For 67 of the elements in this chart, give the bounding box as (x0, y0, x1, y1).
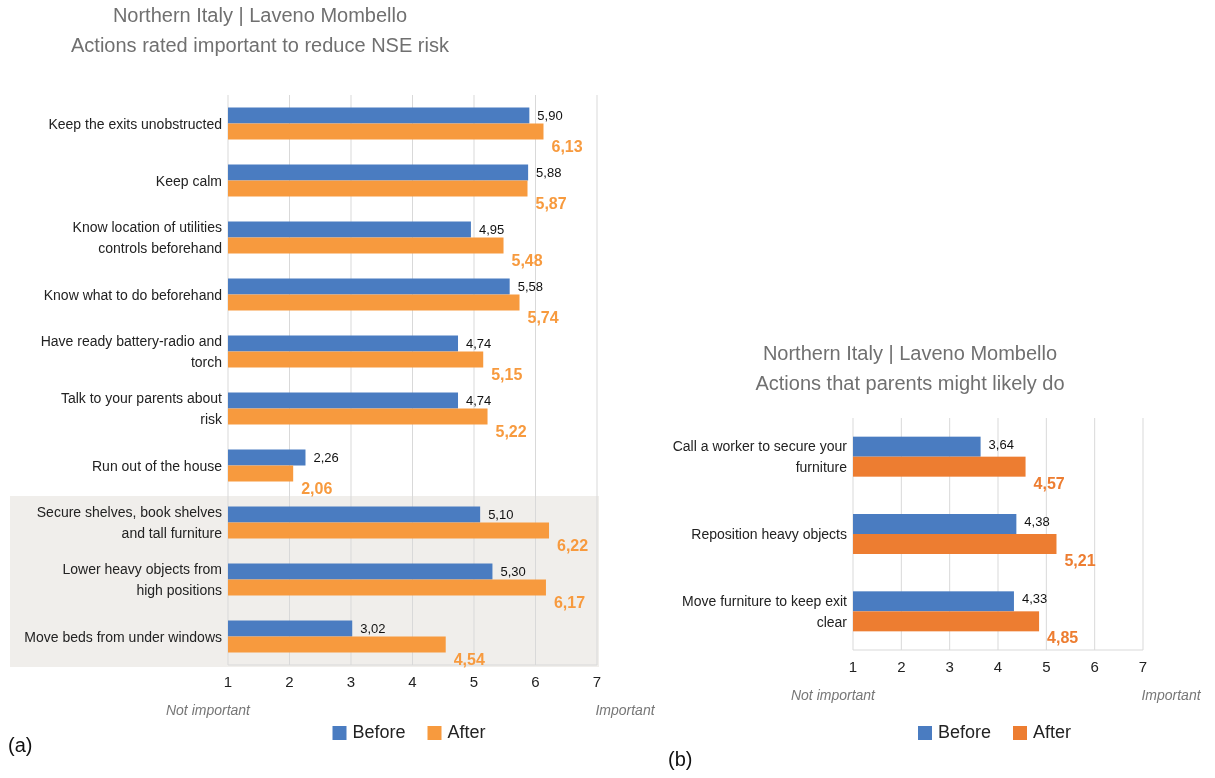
data-label: 5,22 (495, 422, 527, 440)
chart-subtitle: Actions rated important to reduce NSE risk (71, 34, 450, 56)
x-tick-label: 6 (1090, 658, 1099, 675)
x-tick-label: 6 (531, 673, 540, 690)
text: Not important (165, 702, 252, 718)
data-label: 4,33 (1021, 591, 1048, 607)
x-tick-label: 1 (223, 673, 233, 690)
text: Important (595, 702, 656, 718)
y-tick-label: Move furniture to keep exit clear (682, 592, 848, 630)
data-label: 4,95 (478, 221, 505, 237)
y-tick-label: Move beds from under windows (24, 628, 222, 645)
data-label: 2,06 (301, 479, 333, 497)
data-label: 2,26 (313, 449, 339, 465)
x-tick-label: 2 (897, 658, 906, 675)
x-tick-label: 3 (945, 658, 954, 675)
y-tick-label: Know what to do beforehand (43, 286, 222, 303)
legend-label: Before (938, 722, 992, 742)
data-label: 5,10 (488, 506, 514, 522)
data-label: 5,30 (500, 563, 526, 579)
x-tick-label: 5 (469, 673, 479, 690)
chart-title: Northern Italy | Laveno Mombello (762, 342, 1058, 364)
data-label: 6,13 (551, 137, 583, 155)
text: Important (1141, 687, 1202, 703)
text: (b) (668, 748, 693, 770)
data-label: 4,74 (466, 392, 492, 408)
x-tick-label: 3 (346, 673, 356, 690)
data-label: 3,02 (360, 620, 386, 636)
data-label: 5,21 (1064, 552, 1096, 569)
data-label: 4,38 (1024, 514, 1050, 529)
data-label: 5,48 (511, 251, 543, 269)
data-label: 4,54 (453, 650, 485, 668)
data-label: 5,15 (491, 365, 523, 383)
legend-label: Before (352, 722, 406, 742)
legend-label: After (447, 722, 486, 742)
y-tick-label: Talk to your parents about risk (60, 390, 223, 427)
data-label: 3,64 (988, 436, 1014, 452)
data-label: 4,85 (1047, 629, 1079, 647)
text: Not important (790, 687, 877, 703)
y-tick-label: Run out of the house (92, 457, 223, 474)
y-tick-label: Reposition heavy objects (691, 526, 847, 542)
y-tick-label: Secure shelves, book shelves and tall furniture (36, 504, 223, 541)
x-tick-label: 1 (848, 658, 858, 675)
x-tick-label: 2 (285, 673, 294, 690)
data-label: 5,88 (536, 164, 562, 180)
x-tick-label: 7 (592, 673, 602, 690)
data-label: 4,57 (1033, 474, 1065, 492)
x-tick-label: 5 (1042, 658, 1051, 675)
y-tick-label: Have ready battery-radio and torch (40, 333, 222, 370)
data-label: 4,74 (466, 335, 492, 351)
x-tick-label: 4 (993, 658, 1003, 675)
y-tick-label: Keep calm (155, 172, 222, 189)
y-tick-label: Call a worker to secure your furniture (672, 438, 848, 476)
chart-title: Northern Italy | Laveno Mombello (112, 4, 408, 26)
x-tick-label: 7 (1138, 658, 1148, 675)
y-tick-label: Lower heavy objects from high positions (62, 561, 222, 598)
y-tick-label: Know location of utilities controls beforehand (72, 219, 222, 256)
y-tick-label: Keep the exits unobstructed (48, 115, 222, 132)
data-label: 6,17 (553, 593, 586, 611)
data-label: 5,58 (517, 278, 543, 294)
x-tick-label: 4 (408, 673, 417, 690)
text: (a) (8, 734, 33, 756)
data-label: 5,74 (527, 308, 559, 326)
data-label: 6,22 (557, 536, 589, 554)
data-label: 5,90 (537, 107, 563, 123)
data-label: 5,87 (535, 194, 567, 212)
chart-subtitle: Actions that parents might likely do (755, 372, 1065, 394)
legend-label: After (1033, 722, 1072, 742)
